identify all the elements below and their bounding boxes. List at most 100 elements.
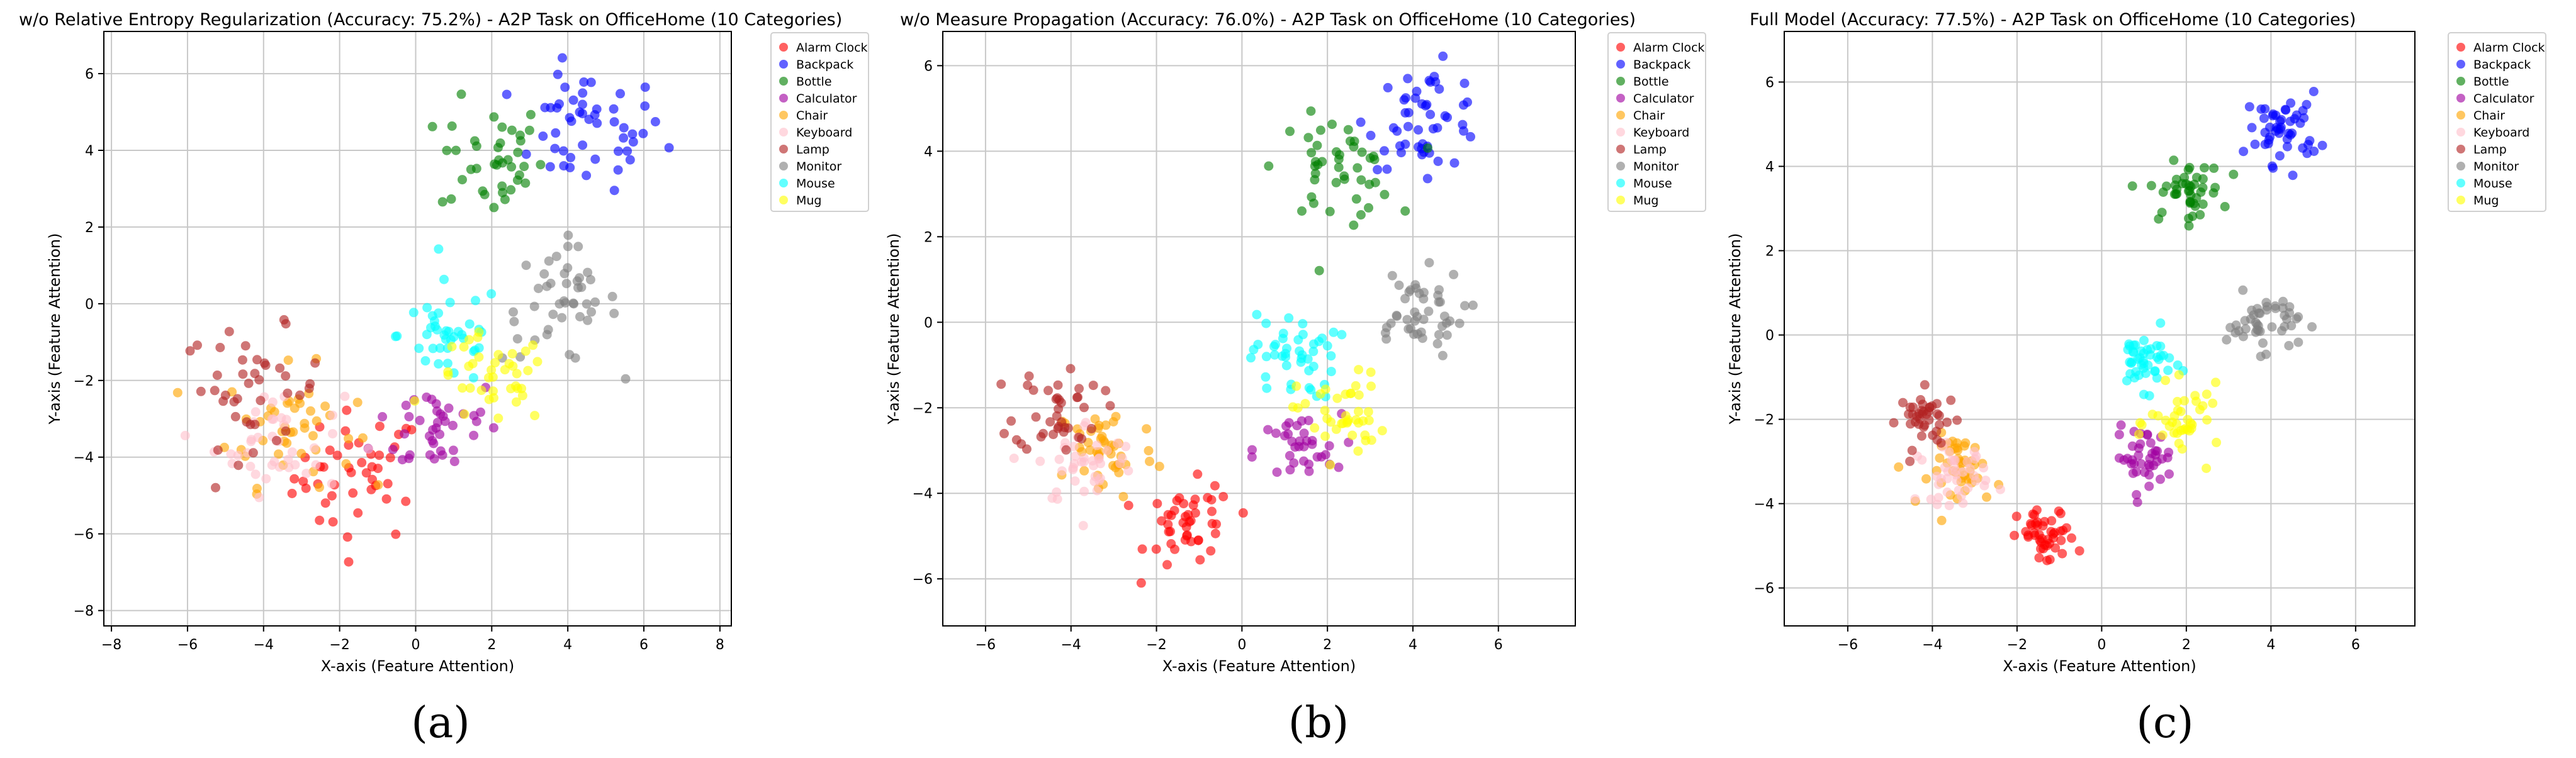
data-point-lamp bbox=[211, 482, 220, 493]
data-point-alarm-clock bbox=[1157, 516, 1167, 526]
data-point-keyboard bbox=[1944, 447, 1954, 457]
data-point-mug bbox=[2202, 464, 2212, 473]
data-point-mouse bbox=[1326, 367, 1336, 377]
data-point-keyboard bbox=[1009, 454, 1019, 464]
data-point-backpack bbox=[1400, 108, 1410, 118]
legend-label-alarm-clock: Alarm Clock bbox=[1633, 41, 1705, 55]
data-point-mouse bbox=[1308, 347, 1319, 357]
data-point-calculator bbox=[2119, 455, 2129, 465]
data-point-monitor bbox=[2284, 341, 2294, 350]
data-point-monitor bbox=[590, 297, 600, 307]
legend-label-monitor: Monitor bbox=[1633, 160, 1679, 174]
data-point-chair bbox=[308, 431, 318, 441]
data-point-bottle bbox=[451, 145, 461, 155]
data-point-lamp bbox=[1907, 445, 1917, 455]
data-point-monitor bbox=[539, 269, 549, 279]
data-point-bottle bbox=[536, 160, 546, 170]
data-point-backpack bbox=[2287, 128, 2297, 138]
data-point-mug bbox=[2202, 415, 2212, 425]
data-point-mug bbox=[1363, 407, 1373, 417]
data-point-alarm-clock bbox=[2034, 553, 2044, 563]
data-point-mouse bbox=[1278, 333, 1288, 343]
data-point-alarm-clock bbox=[325, 445, 335, 455]
data-point-alarm-clock bbox=[1206, 546, 1216, 556]
y-axis-label: Y-axis (Feature Attention) bbox=[885, 233, 903, 425]
x-tick-label: −6 bbox=[177, 637, 198, 653]
data-point-lamp bbox=[281, 426, 291, 436]
data-point-monitor bbox=[1386, 318, 1396, 328]
scatter-points bbox=[996, 51, 1478, 588]
data-point-monitor bbox=[2293, 337, 2303, 347]
data-point-backpack bbox=[650, 117, 660, 126]
y-tick-label: 6 bbox=[85, 67, 94, 82]
legend-label-chair: Chair bbox=[2473, 109, 2505, 123]
data-point-chair bbox=[320, 401, 330, 411]
data-point-mouse bbox=[2173, 360, 2183, 370]
data-point-chair bbox=[315, 482, 324, 493]
data-point-mouse bbox=[1304, 383, 1314, 393]
data-point-mug bbox=[1351, 415, 1361, 425]
data-point-alarm-clock bbox=[1166, 510, 1176, 520]
legend-label-lamp: Lamp bbox=[1633, 143, 1667, 157]
data-point-monitor bbox=[1424, 306, 1434, 316]
data-point-alarm-clock bbox=[2047, 516, 2057, 526]
data-point-monitor bbox=[542, 330, 552, 340]
data-point-keyboard bbox=[1054, 454, 1064, 464]
data-point-mug bbox=[520, 346, 531, 356]
data-point-calculator bbox=[2136, 459, 2146, 469]
data-point-calculator bbox=[1271, 428, 1281, 438]
x-axis-label: X-axis (Feature Attention) bbox=[2003, 657, 2196, 675]
data-point-keyboard bbox=[233, 450, 243, 460]
data-point-monitor bbox=[561, 279, 571, 289]
legend: Alarm Clock Backpack Bottle Calculator Chair… bbox=[770, 32, 869, 212]
legend-marker-mug bbox=[779, 196, 788, 204]
y-tick-label: −2 bbox=[74, 374, 94, 389]
data-point-bottle bbox=[2183, 165, 2193, 175]
legend-box bbox=[2448, 32, 2546, 212]
legend-label-keyboard: Keyboard bbox=[1633, 126, 1689, 140]
data-point-mouse bbox=[391, 332, 400, 342]
data-point-bottle bbox=[1310, 169, 1320, 179]
legend-marker-mouse bbox=[1616, 179, 1625, 187]
data-point-alarm-clock bbox=[2057, 549, 2067, 559]
data-point-monitor bbox=[1434, 330, 1444, 340]
data-point-mouse bbox=[1277, 351, 1287, 361]
data-point-monitor bbox=[1400, 294, 1410, 304]
data-point-backpack bbox=[550, 143, 560, 153]
data-point-backpack bbox=[1400, 139, 1410, 149]
data-point-monitor bbox=[2307, 322, 2317, 332]
data-point-mug bbox=[1361, 435, 1371, 445]
panel-label: (a) bbox=[411, 698, 470, 748]
data-point-calculator bbox=[1304, 466, 1314, 476]
data-point-mug bbox=[1332, 393, 1342, 403]
x-tick-label: −8 bbox=[101, 637, 121, 653]
data-point-mouse bbox=[1261, 372, 1271, 382]
data-point-bottle bbox=[524, 125, 534, 135]
data-point-keyboard bbox=[1944, 501, 1954, 511]
data-point-keyboard bbox=[1052, 494, 1062, 504]
data-point-alarm-clock bbox=[298, 476, 308, 486]
data-point-mouse bbox=[1298, 330, 1308, 340]
legend-label-backpack: Backpack bbox=[1633, 58, 1690, 72]
data-point-alarm-clock bbox=[391, 529, 401, 539]
data-point-keyboard bbox=[309, 443, 319, 453]
data-point-monitor bbox=[621, 374, 631, 384]
data-point-mug bbox=[484, 373, 493, 382]
y-tick-label: 2 bbox=[85, 220, 94, 236]
data-point-backpack bbox=[2244, 102, 2254, 112]
data-point-lamp bbox=[281, 319, 291, 329]
data-point-backpack bbox=[2267, 161, 2277, 171]
data-point-calculator bbox=[2127, 441, 2137, 451]
data-point-mug bbox=[2161, 376, 2171, 386]
data-point-mouse bbox=[471, 296, 480, 306]
data-point-monitor bbox=[587, 307, 596, 317]
data-point-monitor bbox=[529, 301, 539, 311]
data-point-bottle bbox=[506, 185, 516, 195]
data-point-keyboard bbox=[261, 474, 271, 484]
data-point-lamp bbox=[1932, 426, 1942, 437]
data-point-calculator bbox=[2127, 459, 2137, 469]
data-point-chair bbox=[1952, 438, 1962, 448]
data-point-lamp bbox=[240, 341, 250, 351]
data-point-bottle bbox=[1356, 210, 1366, 220]
data-point-mouse bbox=[2131, 367, 2141, 377]
